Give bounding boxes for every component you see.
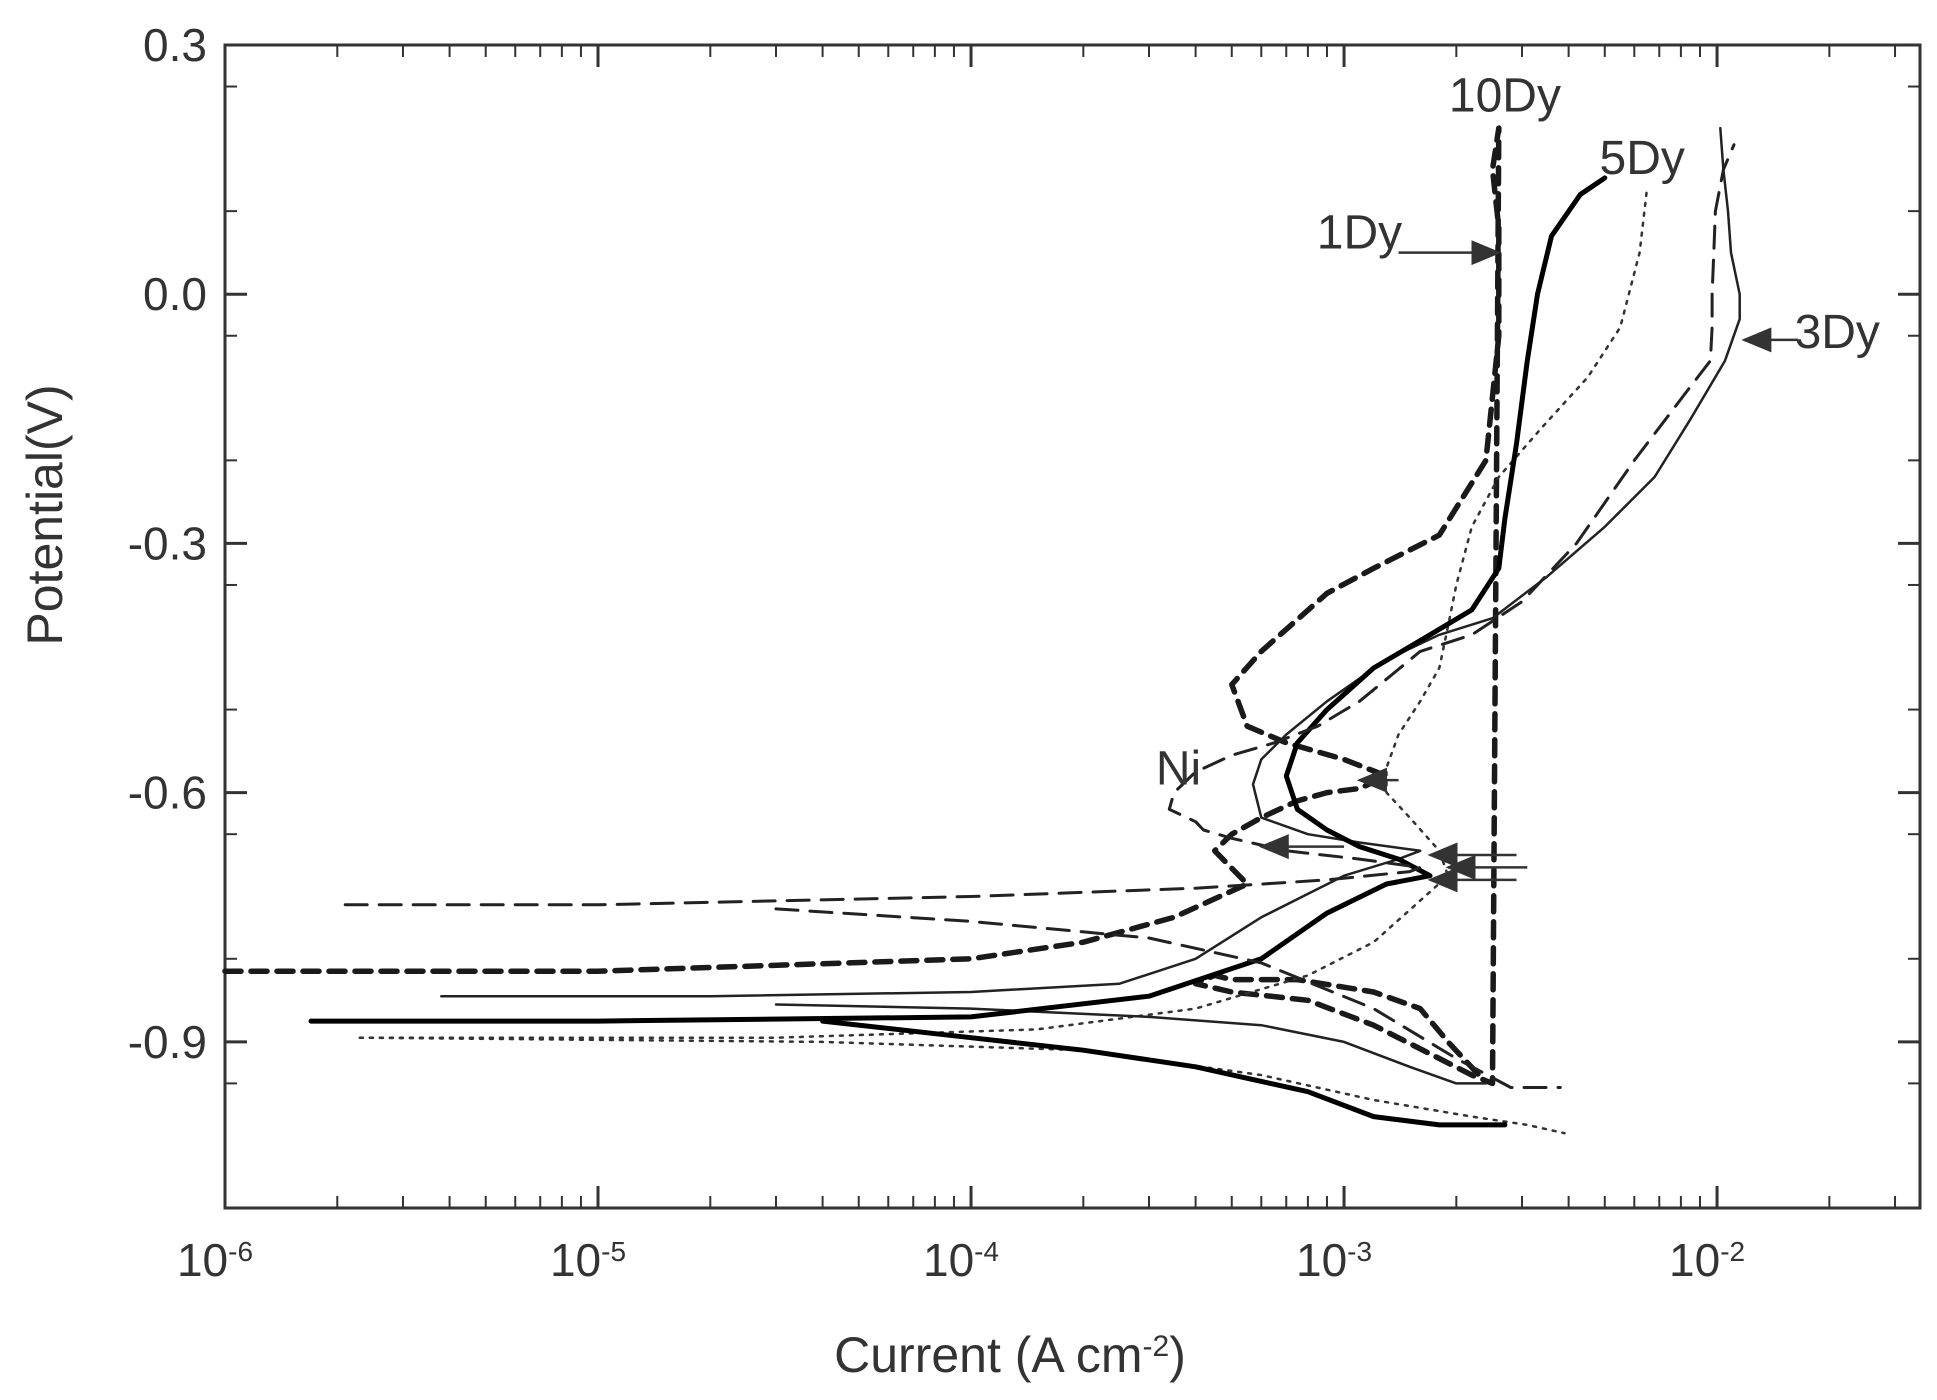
x-tick-label-exponent: -5 — [601, 1236, 626, 1267]
plot-border — [223, 43, 1922, 1210]
series-annotations: 10Dy 5Dy 1Dy 3Dy Ni — [1156, 69, 1880, 795]
series-3dy-cathodic-branch — [774, 1003, 1488, 1085]
tafel-arrows — [1258, 767, 1528, 893]
y-tick-label: -0.6 — [128, 767, 207, 819]
series-ni-anodic-branch — [343, 143, 1736, 907]
series-5dy-cathodic-branch — [358, 1036, 1566, 1135]
x-tick-label: 10-6 — [177, 1234, 253, 1286]
x-tick-label-exponent: -4 — [974, 1236, 999, 1267]
y-axis-label: Potential(V) — [17, 384, 73, 645]
x-tick-label: 10-4 — [923, 1234, 999, 1286]
series-1dy-cathodic-branch — [820, 1018, 1508, 1128]
x-axis-label-close: ) — [1169, 1327, 1186, 1383]
series-5dy-anodic-branch — [358, 184, 1649, 1039]
x-tick-label-exponent: -6 — [228, 1236, 253, 1267]
annotation-5dy: 5Dy — [1600, 132, 1685, 185]
x-tick-label-base: 10 — [550, 1234, 601, 1286]
x-tick-label-base: 10 — [177, 1234, 228, 1286]
series-lines — [222, 125, 1741, 1135]
y-tick-label: 0.0 — [143, 268, 207, 320]
x-tick-label: 10-2 — [1669, 1234, 1745, 1286]
x-tick-label-exponent: -2 — [1720, 1236, 1745, 1267]
x-axis-label-base: Current (A cm — [834, 1327, 1142, 1383]
x-tick-label: 10-3 — [1296, 1234, 1372, 1286]
series-10dy-anodic-branch — [222, 125, 1502, 1087]
x-tick-label-base: 10 — [923, 1234, 974, 1286]
series-ni-cathodic-branch — [774, 907, 1562, 1089]
x-tick-label-base: 10 — [1669, 1234, 1720, 1286]
annotation-ni: Ni — [1156, 742, 1201, 795]
y-tick-label: 0.3 — [143, 19, 207, 71]
annotation-1dy: 1Dy — [1317, 207, 1402, 260]
annotation-10dy: 10Dy — [1449, 69, 1561, 122]
tick-labels: 10-6 10-5 10-4 10-3 10-20.30.0-0.3-0.6-0.9 — [128, 19, 1745, 1286]
axis-ticks — [223, 43, 1920, 1209]
series-1dy-anodic-branch — [308, 175, 1608, 1024]
x-axis-label: Current (A cm-2) — [834, 1327, 1186, 1383]
y-tick-label: -0.3 — [128, 517, 207, 569]
y-tick-label: -0.9 — [128, 1016, 207, 1068]
plot-area — [223, 43, 1922, 1210]
annotation-3dy: 3Dy — [1795, 306, 1880, 359]
series-3dy-anodic-branch — [440, 126, 1741, 998]
x-axis-label-exponent: -2 — [1143, 1330, 1170, 1363]
x-tick-label: 10-5 — [550, 1234, 626, 1286]
x-tick-label-base: 10 — [1296, 1234, 1347, 1286]
x-tick-label-exponent: -3 — [1347, 1236, 1372, 1267]
